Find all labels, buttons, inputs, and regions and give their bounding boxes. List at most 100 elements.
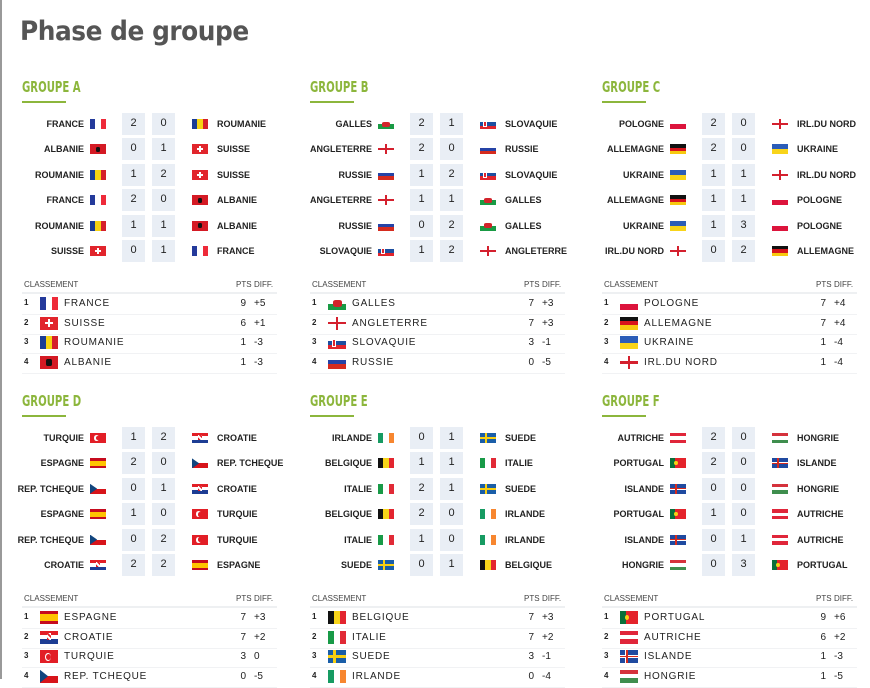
home-team: BELGIQUE: [324, 458, 372, 469]
standings-row: 1 GALLES 7 +3: [310, 295, 565, 315]
home-score: 1: [410, 189, 433, 212]
goal-diff: +3: [542, 298, 554, 309]
diff-header: DIFF.: [834, 594, 854, 603]
match-row: ALBANIE 0 1 SUISSE: [22, 138, 292, 162]
team-name: SLOVAQUIE: [352, 337, 417, 349]
points: 7: [820, 317, 826, 329]
away-score: 2: [440, 214, 463, 237]
home-score: 2: [122, 113, 145, 135]
rank: 1: [312, 612, 317, 621]
away-flag-icon: [772, 119, 788, 129]
match-row: IRL.DU NORD 0 2 ALLEMAGNE: [602, 240, 870, 264]
home-score: 2: [410, 503, 433, 526]
team-flag-icon: [328, 630, 346, 644]
away-score: 0: [152, 113, 175, 135]
home-team: FRANCE: [46, 195, 85, 206]
home-team: ALLEMAGNE: [607, 195, 664, 206]
home-score: 1: [122, 503, 145, 526]
goal-diff: +5: [254, 298, 266, 309]
away-score: 0: [440, 503, 463, 526]
away-team: CROATIE: [217, 483, 257, 494]
away-flag-icon: [480, 195, 496, 206]
away-score: 2: [152, 427, 175, 449]
rank: 4: [24, 356, 29, 366]
home-team: ROUMANIE: [35, 220, 84, 231]
team-flag-icon: [40, 336, 58, 350]
home-score: 1: [702, 214, 725, 237]
away-score: 2: [732, 240, 755, 262]
away-flag-icon: [480, 169, 496, 180]
goal-diff: +4: [834, 298, 846, 309]
home-team: ITALIE: [344, 483, 372, 494]
home-flag-icon: [90, 119, 106, 129]
home-flag-icon: [378, 169, 394, 180]
away-flag-icon: [192, 220, 208, 231]
home-score: 0: [410, 427, 433, 449]
match-row: ROUMANIE 1 2 SUISSE: [22, 163, 292, 188]
standings-label: CLASSEMENT: [24, 280, 79, 289]
away-score: 0: [732, 427, 755, 449]
diff-header: DIFF.: [254, 280, 274, 289]
team-flag-icon: [328, 355, 346, 369]
standings-row: 2 ALLEMAGNE 7 +4: [602, 315, 857, 335]
home-team: RUSSIE: [338, 220, 372, 231]
away-flag-icon: [480, 483, 496, 494]
home-team: RUSSIE: [338, 169, 372, 180]
goal-diff: +3: [254, 612, 266, 623]
team-flag-icon: [328, 297, 346, 310]
away-score: 1: [152, 477, 175, 500]
points: 7: [820, 298, 826, 309]
standings-row: 3 SUEDE 3 -1: [310, 648, 565, 669]
home-score: 0: [122, 138, 145, 161]
group-e: GROUPE E IRLANDE 0 1 SUEDE BELGIQUE 1 1 …: [310, 392, 580, 688]
home-flag-icon: [378, 119, 394, 129]
points: 3: [528, 337, 534, 349]
match-row: BELGIQUE 1 1 ITALIE: [310, 452, 580, 476]
team-name: CROATIE: [64, 631, 114, 643]
match-row: ESPAGNE 2 0 REP. TCHEQUE: [22, 452, 292, 476]
home-score: 0: [410, 214, 433, 237]
group-title-underline: [22, 101, 66, 103]
rank: 1: [604, 298, 609, 307]
away-team: SUISSE: [217, 169, 251, 180]
standings-row: 2 ITALIE 7 +2: [310, 629, 565, 649]
home-team: ALBANIE: [44, 144, 84, 155]
pts-header: PTS: [524, 594, 540, 603]
home-flag-icon: [90, 195, 106, 206]
away-team: ALLEMAGNE: [797, 246, 854, 256]
home-score: 0: [702, 554, 725, 576]
home-team: ROUMANIE: [35, 169, 84, 180]
pts-header: PTS: [816, 594, 832, 603]
rank: 3: [604, 651, 609, 661]
away-team: POLOGNE: [797, 195, 843, 206]
match-row: AUTRICHE 2 0 HONGRIE: [602, 427, 870, 451]
standings-label: CLASSEMENT: [24, 594, 79, 603]
home-flag-icon: [670, 509, 686, 520]
away-team: IRL.DU NORD: [797, 169, 856, 180]
home-team: ANGLETERRE: [309, 144, 372, 155]
team-name: TURQUIE: [64, 651, 115, 663]
team-flag-icon: [620, 630, 638, 644]
away-team: UKRAINE: [797, 144, 839, 155]
standings-header: CLASSEMENT PTS DIFF.: [310, 592, 565, 608]
away-team: TURQUIE: [217, 534, 258, 545]
group-a: GROUPE A FRANCE 2 0 ROUMANIE ALBANIE 0 1…: [22, 78, 292, 374]
rank: 3: [604, 337, 609, 347]
rank: 2: [24, 631, 29, 641]
group-title: GROUPE D: [22, 392, 82, 410]
away-score: 0: [152, 189, 175, 212]
points: 1: [820, 651, 826, 663]
standings-row: 3 SLOVAQUIE 3 -1: [310, 334, 565, 355]
home-flag-icon: [90, 246, 106, 256]
team-flag-icon: [40, 316, 58, 330]
away-score: 1: [440, 113, 463, 135]
match-row: FRANCE 2 0 ALBANIE: [22, 189, 292, 213]
goal-diff: +2: [542, 631, 554, 643]
team-name: BELGIQUE: [352, 612, 410, 623]
goal-diff: +6: [834, 612, 846, 623]
away-team: ESPAGNE: [217, 560, 261, 570]
home-team: GALLES: [335, 119, 372, 129]
away-flag-icon: [772, 195, 788, 206]
team-name: ANGLETERRE: [352, 317, 428, 329]
points: 1: [820, 356, 826, 368]
